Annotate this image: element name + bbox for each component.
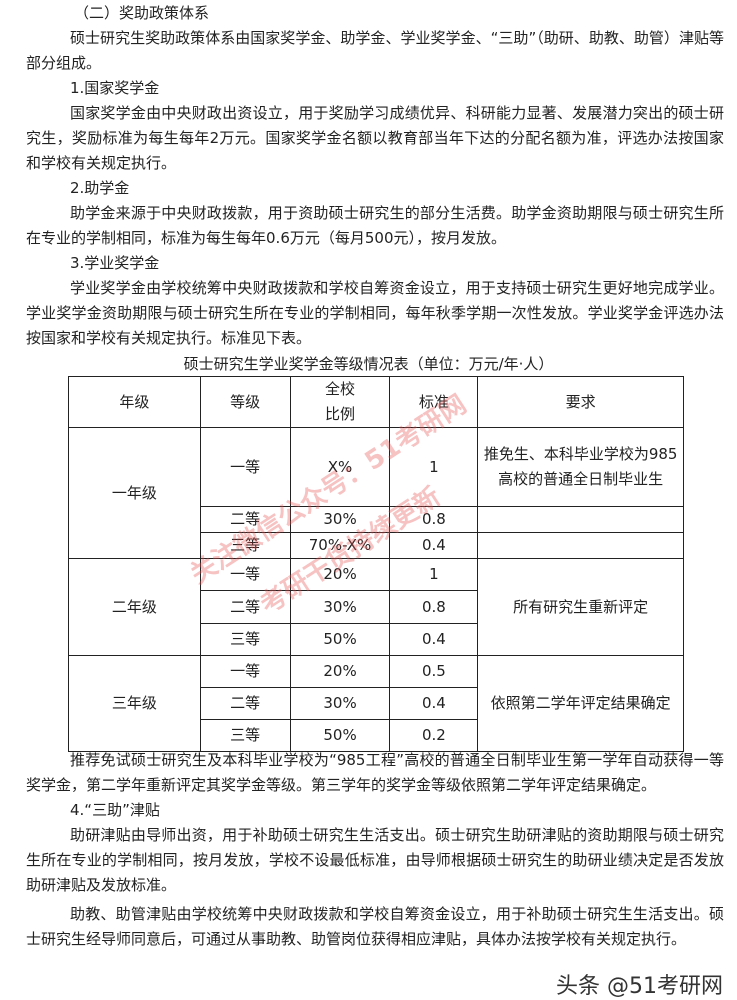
ratio-cell: 20%: [289, 558, 391, 591]
table-row: 二年级 一等 20% 1 所有研究生重新评定: [68, 558, 684, 656]
amount-cell: 0.8: [389, 590, 479, 624]
requirement-cell: 依照第二学年评定结果确定: [477, 655, 684, 752]
amount-cell: 1: [389, 558, 479, 591]
level-cell: 二等: [199, 687, 291, 720]
ratio-cell: 70%-X%: [289, 532, 391, 559]
table-row: 三等 50% 0.4: [69, 623, 684, 656]
header-level: 等级: [199, 376, 291, 428]
level-cell: 一等: [199, 558, 291, 591]
requirement-cell: [477, 532, 684, 559]
level-cell: 三等: [199, 532, 291, 559]
year-cell: 三年级: [68, 655, 201, 752]
grant-heading: 2.助学金: [70, 179, 130, 197]
amount-cell: 0.4: [389, 687, 479, 720]
amount-cell: 0.5: [389, 655, 479, 688]
requirement-cell: [477, 506, 684, 533]
ratio-cell: 30%: [289, 506, 391, 533]
level-cell: 一等: [199, 427, 291, 507]
header-amount: 标准: [389, 376, 479, 428]
ratio-cell: 20%: [289, 655, 391, 688]
header-ratio-label: 全校比例: [325, 380, 356, 423]
research-assistant-paragraph: 助研津贴由导师出资，用于补助硕士研究生生活支出。硕士研究生助研津贴的资助期限与硕…: [26, 826, 724, 894]
header-ratio: 全校比例: [289, 376, 391, 428]
amount-cell: 0.2: [389, 719, 479, 752]
footer-watermark: 头条 @51考研网: [556, 974, 723, 999]
national-paragraph: 国家奖学金由中央财政出资设立，用于奖励学习成绩优异、科研能力显著、发展潜力突出的…: [26, 104, 724, 172]
header-requirement: 要求: [477, 376, 684, 428]
ratio-cell: X%: [289, 427, 391, 507]
amount-cell: 0.4: [389, 532, 479, 559]
table-row: 三等 70%-X% 0.4: [69, 532, 684, 559]
level-cell: 二等: [199, 590, 291, 624]
document-body: （二）奖助政策体系 硕士研究生奖助政策体系由国家奖学金、助学金、学业奖学金、“三…: [26, 1, 724, 351]
ratio-cell: 30%: [289, 590, 391, 624]
scholarship-table: 年级 等级 全校比例 标准 要求 一年级 一等 X% 1 推免生、本科毕业学校为…: [68, 376, 684, 752]
note-paragraph: 推荐免试硕士研究生及本科毕业学校为“985工程”高校的普通全日制毕业生第一学年自…: [26, 751, 724, 794]
amount-cell: 0.4: [389, 623, 479, 656]
grant-paragraph: 助学金来源于中央财政拨款，用于资助硕士研究生的部分生活费。助学金资助期限与硕士研…: [26, 204, 724, 247]
table-row: 二等 30% 0.8: [69, 506, 684, 533]
ratio-cell: 50%: [289, 623, 391, 656]
national-heading: 1.国家奖学金: [70, 79, 160, 97]
table-caption: 硕士研究生学业奖学金等级情况表（单位：万元/年·人）: [183, 355, 554, 373]
year-cell: 二年级: [68, 558, 201, 656]
requirement-cell: 推免生、本科毕业学校为985高校的普通全日制毕业生: [477, 427, 684, 507]
document-body-continued: 推荐免试硕士研究生及本科毕业学校为“985工程”高校的普通全日制毕业生第一学年自…: [26, 748, 724, 952]
section-title: （二）奖助政策体系: [74, 4, 210, 22]
academic-paragraph: 学业奖学金由学校统筹中央财政拨款和学校自筹资金设立，用于支持硕士研究生更好地完成…: [26, 279, 724, 347]
ratio-cell: 50%: [289, 719, 391, 752]
teaching-assistant-paragraph: 助教、助管津贴由学校统筹中央财政拨款和学校自筹资金设立，用于补助硕士研究生生活支…: [26, 905, 724, 948]
header-year: 年级: [68, 376, 201, 428]
table-row: 二等 30% 0.8: [69, 590, 684, 624]
year-cell: 一年级: [68, 427, 201, 559]
level-cell: 二等: [199, 506, 291, 533]
table-header-row: 年级 等级 全校比例 标准 要求: [68, 376, 684, 428]
table-row: 一年级 一等 X% 1 推免生、本科毕业学校为985高校的普通全日制毕业生: [68, 427, 684, 559]
level-cell: 三等: [199, 719, 291, 752]
amount-cell: 1: [389, 427, 479, 507]
level-cell: 三等: [199, 623, 291, 656]
amount-cell: 0.8: [389, 506, 479, 533]
level-cell: 一等: [199, 655, 291, 688]
table-row: 三年级 一等 20% 0.5 依照第二学年评定结果确定: [68, 655, 684, 752]
ratio-cell: 30%: [289, 687, 391, 720]
academic-heading: 3.学业奖学金: [70, 254, 160, 272]
intro-paragraph: 硕士研究生奖助政策体系由国家奖学金、助学金、学业奖学金、“三助”（助研、助教、助…: [26, 29, 724, 72]
table-row: 三等 50% 0.2: [69, 719, 684, 752]
sanzhu-heading: 4.“三助”津贴: [70, 801, 160, 819]
requirement-cell: 所有研究生重新评定: [477, 558, 684, 656]
